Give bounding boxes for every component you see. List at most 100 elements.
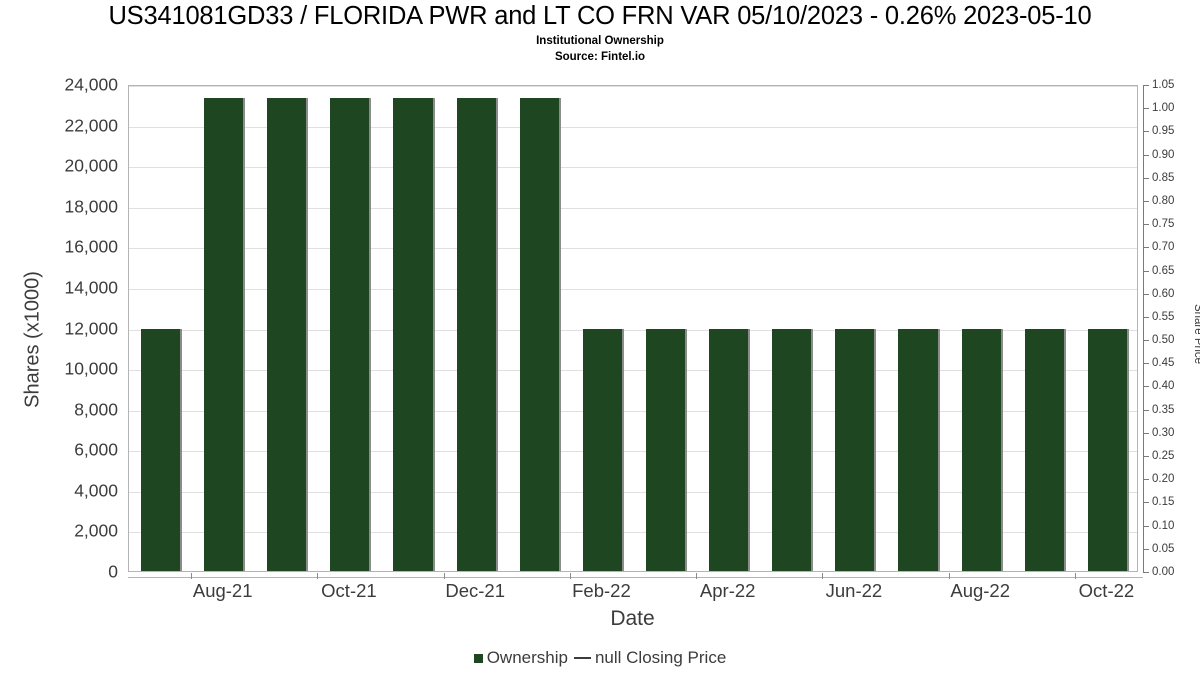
y-axis-right-tick-mark (1143, 502, 1149, 504)
y-axis-right-tick-label: 0.50 (1152, 334, 1175, 347)
y-axis-right-tick-mark (1143, 572, 1149, 573)
bar-rect (204, 98, 244, 571)
y-axis-right-tick-mark (1143, 224, 1149, 226)
bar-sep-21[interactable] (267, 86, 307, 571)
bar-aug-22[interactable] (961, 86, 1001, 571)
gridline (129, 370, 1137, 372)
bar-may-22[interactable] (772, 86, 812, 571)
y-axis-right-tick-mark (1143, 293, 1149, 295)
x-axis-tick-mark (696, 573, 698, 579)
line-swatch-icon (573, 657, 591, 659)
bar-dec-21[interactable] (456, 86, 496, 571)
x-axis-tick-label: Oct-21 (321, 580, 377, 601)
bar-nov-21[interactable] (393, 86, 433, 571)
gridline (129, 329, 1137, 331)
y-axis-right-tick-label: 0.35 (1152, 403, 1175, 416)
y-axis-right-tick-mark (1143, 340, 1149, 342)
bar-jan-22[interactable] (519, 86, 559, 571)
bar-aug-21[interactable] (204, 86, 244, 571)
y-axis-left-tick-label: 4,000 (74, 480, 118, 501)
y-axis-right-tick-mark (1143, 432, 1149, 434)
bar-sep-22[interactable] (1024, 86, 1064, 571)
y-axis-right-tick-label: 0.40 (1152, 380, 1175, 393)
bar-jul-21[interactable] (140, 86, 181, 571)
bar-oct-21[interactable] (330, 86, 370, 571)
y-axis-right-tick-label: 0.90 (1152, 148, 1175, 161)
bar-rect (898, 328, 938, 571)
gridline (129, 451, 1137, 453)
y-axis-left-tick-label: 10,000 (64, 358, 118, 379)
y-axis-right-tick-mark (1143, 316, 1149, 318)
y-axis-right-tick-label: 0.15 (1152, 496, 1175, 509)
y-axis-right-tick-label: 0.55 (1152, 310, 1175, 323)
bar-rect (709, 328, 749, 571)
y-axis-right-tick-mark (1143, 154, 1149, 156)
x-axis-tick-mark (191, 573, 193, 579)
bar-jun-22[interactable] (835, 86, 875, 571)
y-axis-right-tick-label: 0.60 (1152, 287, 1175, 300)
y-axis-right-tick-mark (1143, 131, 1149, 133)
y-axis-left-tick-label: 14,000 (64, 277, 118, 298)
y-axis-left-tick-label: 12,000 (64, 318, 118, 338)
gridline (129, 410, 1137, 412)
y-axis-right-tick-mark (1143, 85, 1149, 86)
x-axis-tick-mark (948, 573, 950, 579)
right-axis-line (1143, 85, 1144, 573)
gridline (129, 207, 1137, 209)
chart-legend: Ownership null Closing Price (0, 648, 1200, 668)
y-axis-right-tick-mark (1143, 409, 1149, 411)
y-axis-right-tick-mark (1143, 247, 1149, 249)
y-axis-right-tick-mark (1143, 456, 1149, 458)
y-axis-right-tick-label: 0.95 (1152, 125, 1175, 138)
y-axis-right-tick-label: 0.85 (1152, 171, 1175, 184)
bar-rect (267, 98, 307, 571)
chart-subtitle: Institutional Ownership (536, 35, 664, 47)
x-axis-tick-mark (317, 573, 319, 579)
bar-rect (961, 328, 1001, 571)
bar-mar-22[interactable] (645, 86, 686, 571)
bar-rect (330, 98, 370, 571)
y-axis-right-title: Share Price (1192, 303, 1200, 365)
x-axis-title: Date (610, 607, 655, 630)
bar-series-ownership (129, 86, 1137, 571)
gridline (129, 86, 1137, 87)
x-axis-tick-label: Dec-21 (445, 580, 505, 601)
y-axis-right-tick-mark (1143, 525, 1149, 527)
y-axis-right-tick-label: 0.25 (1152, 450, 1175, 463)
bar-oct-22[interactable] (1087, 86, 1127, 571)
bar-jul-22[interactable] (898, 86, 938, 571)
y-axis-right-tick-label: 0.00 (1152, 566, 1175, 578)
x-axis-tick-label: Feb-22 (572, 580, 631, 601)
y-axis-right-tick-mark (1143, 479, 1149, 481)
x-axis-tick-mark (569, 573, 571, 579)
y-axis-left-tick-label: 18,000 (64, 196, 118, 217)
gridline (129, 126, 1137, 128)
y-axis-right-tick-mark (1143, 270, 1149, 272)
legend-item-closing-price[interactable]: null Closing Price (568, 648, 726, 668)
y-axis-right-tick-label: 1.00 (1152, 102, 1175, 115)
y-axis-right-tick-label: 0.05 (1152, 542, 1175, 555)
bar-rect (835, 328, 875, 571)
bar-rect (1024, 328, 1064, 571)
x-axis-tick-label: Aug-22 (950, 580, 1011, 601)
y-axis-right-tick-label: 1.05 (1152, 79, 1175, 91)
page-title: US341081GD33 / FLORIDA PWR and LT CO FRN… (108, 2, 1092, 30)
gridline (129, 167, 1137, 169)
y-axis-right-tick-label: 0.75 (1152, 218, 1175, 231)
bar-rect (772, 328, 812, 571)
y-axis-right-tick-label: 0.45 (1152, 357, 1175, 370)
y-axis-right-tick-mark (1143, 548, 1149, 550)
plot-area (128, 85, 1138, 572)
bar-rect (140, 328, 181, 571)
bar-rect (1087, 328, 1127, 571)
x-axis-tick-mark (1074, 573, 1076, 579)
y-axis-right-tick-label: 0.80 (1152, 194, 1175, 207)
bar-feb-22[interactable] (582, 86, 622, 571)
y-axis-right-tick-mark (1143, 108, 1149, 110)
x-axis-tick-mark (443, 573, 445, 579)
y-axis-right-tick-label: 0.20 (1152, 473, 1175, 486)
bar-apr-22[interactable] (709, 86, 749, 571)
y-axis-right-tick-mark (1143, 386, 1149, 388)
bar-rect (519, 98, 559, 571)
legend-item-ownership[interactable]: Ownership (473, 648, 568, 668)
